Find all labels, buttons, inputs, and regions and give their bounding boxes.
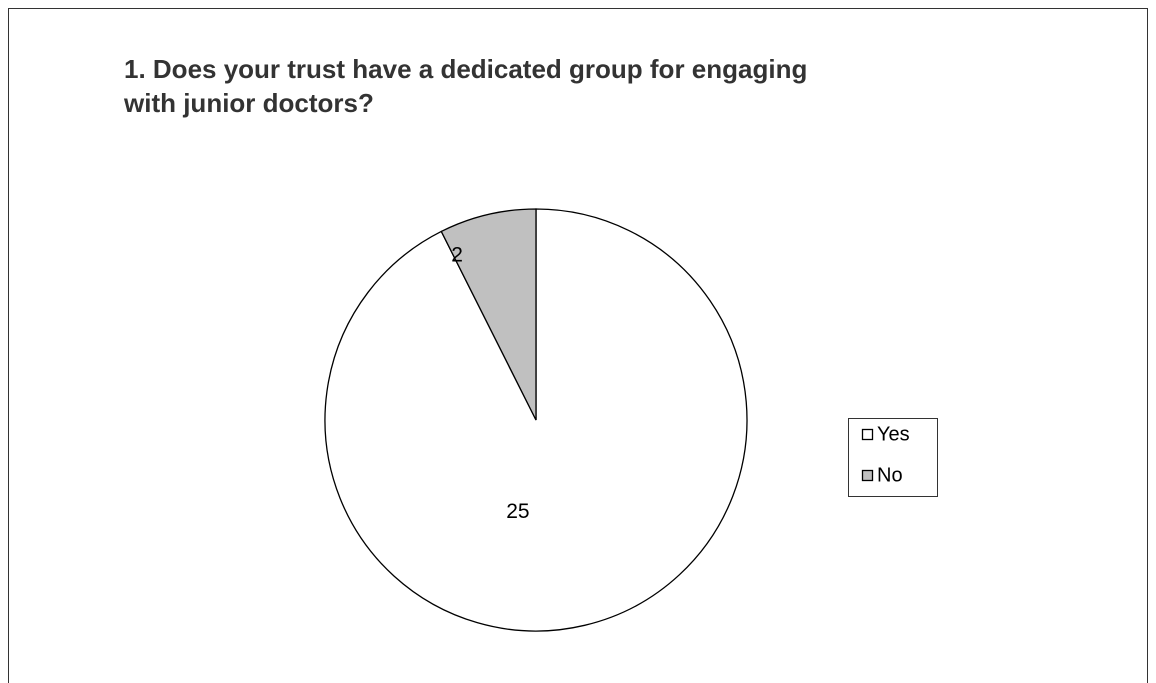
- chart-border: [8, 8, 1148, 683]
- legend-swatch: [861, 469, 874, 482]
- data-label: 25: [506, 500, 529, 523]
- chart-title: 1. Does your trust have a dedicated grou…: [124, 54, 808, 118]
- pie-slice: [440, 208, 537, 421]
- data-label: 2: [451, 243, 463, 266]
- legend-swatch: [861, 428, 874, 441]
- legend-label: No: [877, 464, 903, 486]
- legend-label: Yes: [877, 423, 910, 445]
